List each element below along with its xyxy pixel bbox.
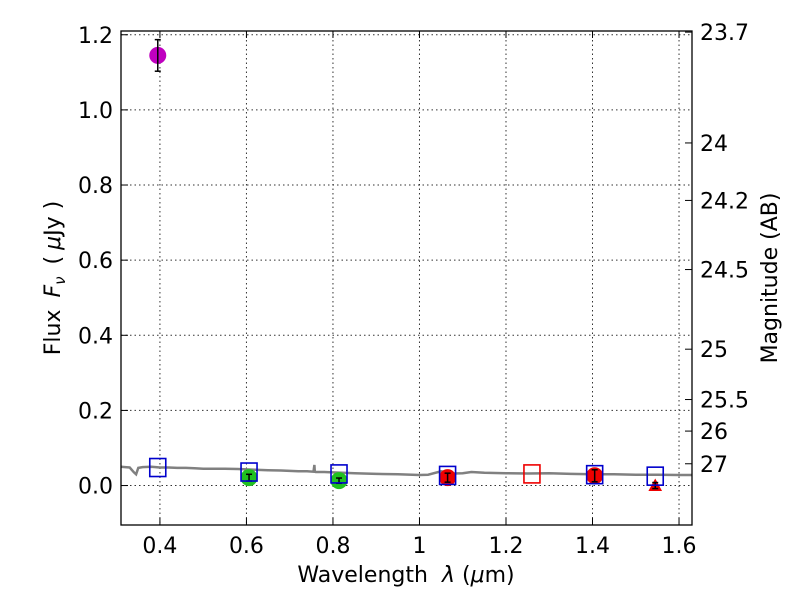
x-tick-label: 1	[412, 534, 426, 559]
x-tick-label: 1.4	[575, 534, 610, 559]
x-tick-label: 0.6	[229, 534, 264, 559]
model-point	[585, 464, 604, 485]
y-axis-label: FluxFν(μJy )	[41, 201, 69, 355]
plot-frame	[120, 30, 693, 526]
x-tick-label: 1.2	[488, 534, 523, 559]
y-tick-label: 1.0	[78, 99, 113, 124]
x-tick-label: 0.8	[315, 534, 350, 559]
x-tick-label: 0.4	[142, 534, 177, 559]
line-layer	[120, 464, 692, 477]
y-tick-label: 1.2	[78, 24, 113, 49]
x-axis-label: Wavelength λ (μm)	[297, 563, 514, 588]
y2-axis-label: Magnitude (AB)	[758, 193, 783, 364]
y-tick-label: 0.0	[78, 475, 113, 500]
model-point-red	[523, 464, 541, 484]
model-point	[148, 457, 167, 478]
model-point	[330, 464, 348, 484]
y-tick-label: 0.2	[78, 399, 113, 424]
y-tick-label: 0.6	[78, 249, 113, 274]
y2-tick-label: 24.5	[700, 259, 749, 284]
y2-tick-label: 25	[700, 338, 728, 363]
y2-tick-label: 24	[700, 132, 728, 157]
tick-layer: 0.4 0.6 0.8 1 1.2 1.4 1.6 0.0 0.2 0.4 0.6 0.8 1.0 1.2…	[78, 21, 749, 559]
y2-tick-label: 24.2	[700, 189, 749, 214]
marker-layer	[148, 38, 665, 492]
grid-layer	[121, 31, 692, 525]
y-tick-label: 0.4	[78, 324, 113, 349]
model-point	[438, 465, 457, 486]
model-point	[646, 466, 665, 486]
y2-tick-label: 25.5	[700, 389, 749, 414]
y2-tick-label: 26	[700, 420, 728, 445]
y-tick-label: 0.8	[78, 174, 113, 199]
model-spectrum-line	[120, 464, 692, 477]
model-point	[240, 462, 258, 482]
x-tick-label: 1.6	[662, 534, 697, 559]
y2-tick-label: 27	[700, 453, 728, 478]
y2-tick-label: 23.7	[700, 21, 749, 46]
